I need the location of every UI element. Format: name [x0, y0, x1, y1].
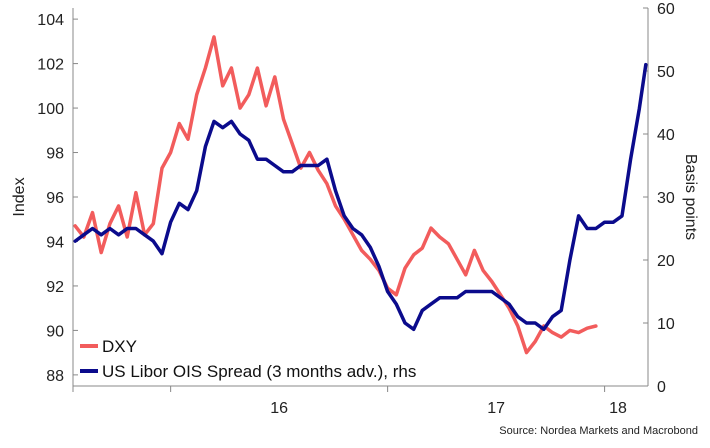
series-line-dxy [73, 35, 598, 355]
x-tick-label: 18 [609, 400, 627, 417]
source-note: Source: Nordea Markets and Macrobond [499, 425, 698, 437]
left-y-axis: 104 102 100 98 96 94 92 90 88 [37, 12, 78, 385]
right-tick-label: 10 [657, 316, 675, 333]
right-tick-label: 60 [657, 1, 675, 18]
series-line-libor-ois [73, 62, 648, 332]
left-tick-label: 92 [46, 279, 64, 296]
right-tick-label: 50 [657, 64, 675, 81]
left-tick-label: 94 [46, 234, 64, 251]
left-tick-label: 100 [37, 101, 64, 118]
right-axis-title: Basis points [682, 154, 699, 240]
legend: DXY US Libor OIS Spread (3 months adv.),… [80, 337, 416, 381]
right-tick-label: 0 [657, 379, 666, 396]
left-tick-label: 104 [37, 12, 64, 29]
left-tick-label: 102 [37, 57, 64, 74]
left-tick-label: 98 [46, 146, 64, 163]
left-tick-label: 90 [46, 323, 64, 340]
left-axis-title: Index [11, 177, 28, 216]
x-tick-label: 16 [270, 400, 288, 417]
x-axis: 16 17 18 [72, 386, 627, 417]
legend-label-dxy: DXY [102, 337, 137, 356]
x-tick-label: 17 [487, 400, 505, 417]
series-layer [73, 35, 648, 355]
right-tick-label: 20 [657, 253, 675, 270]
right-y-axis: 60 50 40 30 20 10 0 [643, 1, 675, 396]
left-tick-label: 96 [46, 190, 64, 207]
left-tick-label: 88 [46, 368, 64, 385]
right-tick-label: 30 [657, 190, 675, 207]
legend-label-libor-ois: US Libor OIS Spread (3 months adv.), rhs [102, 362, 416, 381]
right-tick-label: 40 [657, 127, 675, 144]
plot-frame [72, 8, 649, 387]
